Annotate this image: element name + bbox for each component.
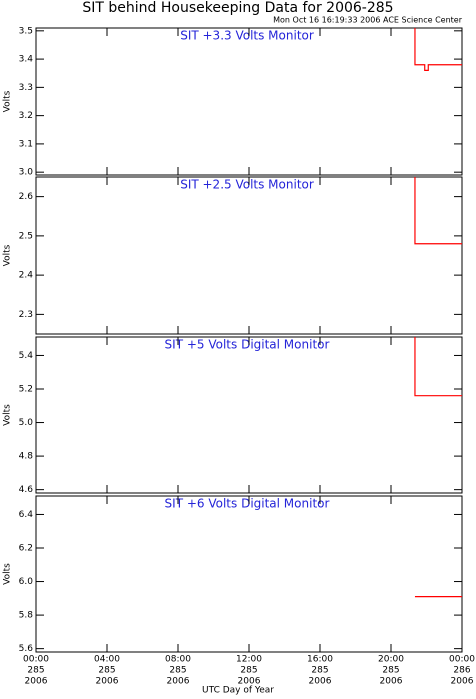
x-tick-label: 2006 — [309, 677, 332, 687]
y-tick-label: 2.5 — [19, 231, 33, 241]
y-tick-label: 3.3 — [19, 83, 33, 93]
y-tick-label: 6.0 — [19, 577, 34, 587]
plot-frame — [35, 336, 463, 494]
panel-title: SIT +5 Volts Digital Monitor — [165, 338, 330, 352]
x-tick-label: 285 — [382, 666, 399, 676]
y-axis-title: Volts — [3, 563, 13, 585]
y-tick-label: 3.4 — [19, 55, 34, 65]
y-tick-label: 5.6 — [19, 644, 34, 654]
x-tick-label: 286 — [453, 666, 470, 676]
y-tick-label: 4.8 — [19, 452, 34, 462]
data-line — [414, 177, 462, 245]
chart-subtitle: Mon Oct 16 16:19:33 2006 ACE Science Cen… — [273, 16, 463, 25]
y-tick-label: 5.2 — [19, 385, 33, 395]
x-tick-label: 00:00 — [449, 655, 475, 665]
x-tick-label: 285 — [311, 666, 328, 676]
y-tick-label: 3.1 — [19, 139, 33, 149]
y-tick-label: 3.2 — [19, 111, 33, 121]
x-tick-label: 04:00 — [94, 655, 120, 665]
y-axis-title: Volts — [3, 90, 13, 112]
y-tick-label: 2.3 — [19, 310, 33, 320]
plot-frame — [35, 27, 463, 176]
y-tick-label: 4.6 — [19, 485, 34, 495]
y-tick-label: 5.4 — [19, 351, 34, 361]
panel-title: SIT +6 Volts Digital Monitor — [165, 497, 330, 511]
x-tick-label: 285 — [240, 666, 257, 676]
y-tick-label: 2.4 — [19, 271, 34, 281]
data-line — [414, 337, 462, 397]
x-tick-label: 285 — [27, 666, 44, 676]
panel-title: SIT +3.3 Volts Monitor — [180, 29, 314, 43]
x-tick-label: 12:00 — [236, 655, 262, 665]
chart-title: SIT behind Housekeeping Data for 2006-28… — [82, 0, 393, 16]
y-tick-label: 3.0 — [19, 168, 34, 178]
x-tick-label: 00:00 — [23, 655, 49, 665]
x-tick-label: 2006 — [380, 677, 403, 687]
y-axis-title: Volts — [3, 404, 13, 426]
x-tick-label: 08:00 — [165, 655, 191, 665]
y-tick-label: 5.0 — [19, 418, 34, 428]
x-tick-label: 2006 — [451, 677, 474, 687]
x-tick-label: 285 — [98, 666, 115, 676]
y-tick-label: 6.2 — [19, 544, 33, 554]
x-tick-label: 20:00 — [378, 655, 404, 665]
plot-frame — [35, 495, 463, 653]
y-tick-label: 2.6 — [19, 192, 34, 202]
y-tick-label: 5.8 — [19, 611, 34, 621]
y-axis-title: Volts — [3, 244, 13, 266]
plot-frame — [35, 176, 463, 335]
x-tick-label: 2006 — [25, 677, 48, 687]
x-tick-label: 2006 — [167, 677, 190, 687]
x-axis-title: UTC Day of Year — [202, 686, 274, 696]
data-line — [414, 28, 462, 72]
x-tick-label: 2006 — [96, 677, 119, 687]
x-tick-label: 285 — [169, 666, 186, 676]
panel-title: SIT +2.5 Volts Monitor — [180, 178, 314, 192]
x-tick-label: 16:00 — [307, 655, 333, 665]
x-tick-label: 2006 — [238, 677, 261, 687]
y-tick-label: 3.5 — [19, 26, 33, 36]
y-tick-label: 6.4 — [19, 510, 34, 520]
